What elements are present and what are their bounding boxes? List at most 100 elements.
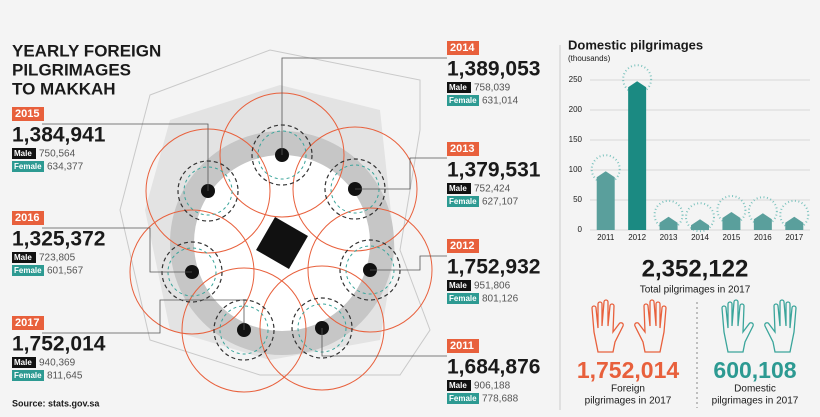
male-value: 940,369 xyxy=(39,358,76,369)
year: 2015 xyxy=(15,108,39,120)
x-tick-label: 2014 xyxy=(691,233,709,242)
female-label: Female xyxy=(449,394,477,403)
female-value: 631,014 xyxy=(482,96,519,107)
bar xyxy=(753,213,772,230)
male-badge xyxy=(12,252,36,263)
male-badge xyxy=(447,380,471,391)
hands-icon xyxy=(721,299,797,353)
male-badge xyxy=(447,280,471,291)
year: 2013 xyxy=(450,143,474,155)
x-tick-label: 2011 xyxy=(597,233,615,242)
y-tick-label: 250 xyxy=(569,75,583,84)
female-label: Female xyxy=(449,96,477,105)
title-line: PILGRIMAGES xyxy=(12,60,131,79)
male-badge xyxy=(12,148,36,159)
male-value: 752,424 xyxy=(474,184,511,195)
bar xyxy=(691,219,709,230)
bar xyxy=(628,81,647,230)
source: Source: stats.gov.sa xyxy=(12,398,100,408)
title-line: YEARLY FOREIGN xyxy=(12,41,161,60)
male-badge xyxy=(447,183,471,194)
female-label: Female xyxy=(14,371,42,380)
male-value: 951,806 xyxy=(474,281,511,292)
year-badge xyxy=(447,41,479,55)
female-label: Female xyxy=(14,266,42,275)
bar xyxy=(659,216,678,230)
female-value: 601,567 xyxy=(47,266,84,277)
hands-icon xyxy=(591,299,667,353)
summary: 2,352,122 Total pilgrimages in 2017 1,75… xyxy=(577,255,799,408)
female-label: Female xyxy=(449,294,477,303)
foreign-label: pilgrimages in 2017 xyxy=(585,396,672,407)
female-label: Female xyxy=(14,162,42,171)
female-badge xyxy=(12,370,44,381)
x-tick-label: 2016 xyxy=(754,233,772,242)
center-graphic xyxy=(42,49,447,393)
foreign-label: Foreign xyxy=(611,384,645,395)
female-badge xyxy=(447,196,479,207)
year-total: 1,325,372 xyxy=(12,228,105,251)
x-tick-label: 2017 xyxy=(785,233,803,242)
domestic-label: pilgrimages in 2017 xyxy=(712,396,799,407)
year: 2012 xyxy=(450,240,474,252)
year-badge xyxy=(447,142,479,156)
y-tick-label: 0 xyxy=(578,225,583,234)
year-total: 1,752,014 xyxy=(12,333,106,356)
bar xyxy=(722,212,741,230)
y-tick-label: 200 xyxy=(569,105,583,114)
y-tick-label: 150 xyxy=(569,135,583,144)
y-tick-label: 50 xyxy=(573,195,582,204)
year-total: 1,389,053 xyxy=(447,58,540,81)
male-label: Male xyxy=(449,381,467,390)
male-label: Male xyxy=(14,149,32,158)
foreign-total: 1,752,014 xyxy=(577,357,680,383)
male-label: Male xyxy=(449,184,467,193)
x-tick-label: 2015 xyxy=(723,233,741,242)
female-value: 778,688 xyxy=(482,394,519,405)
female-badge xyxy=(447,95,479,106)
year-badge xyxy=(447,339,479,353)
year: 2011 xyxy=(450,340,474,352)
female-label: Female xyxy=(449,197,477,206)
bar xyxy=(596,171,615,230)
female-badge xyxy=(12,161,44,172)
male-label: Male xyxy=(449,281,467,290)
year: 2014 xyxy=(450,42,475,54)
chart-title: Domestic pilgrimages xyxy=(568,37,703,52)
male-label: Male xyxy=(449,83,467,92)
female-badge xyxy=(447,293,479,304)
domestic-total: 600,108 xyxy=(713,357,796,383)
title-line: TO MAKKAH xyxy=(12,79,116,98)
x-tick-label: 2012 xyxy=(628,233,646,242)
male-badge xyxy=(447,82,471,93)
male-label: Male xyxy=(14,253,32,262)
total: 2,352,122 xyxy=(642,255,749,282)
year-total: 1,384,941 xyxy=(12,124,106,147)
year-badge xyxy=(12,107,44,121)
y-tick-label: 100 xyxy=(569,165,583,174)
burst xyxy=(685,202,715,233)
bar xyxy=(785,216,804,230)
female-value: 801,126 xyxy=(482,294,519,305)
female-value: 627,107 xyxy=(482,197,519,208)
male-value: 758,039 xyxy=(474,83,511,94)
chart-subtitle: (thousands) xyxy=(568,54,611,63)
year-total: 1,684,876 xyxy=(447,356,540,379)
female-value: 811,645 xyxy=(47,371,83,382)
total-label: Total pilgrimages in 2017 xyxy=(640,285,751,296)
male-badge xyxy=(12,357,36,368)
domestic-label: Domestic xyxy=(734,384,776,395)
female-badge xyxy=(12,265,44,276)
year-total: 1,379,531 xyxy=(447,159,541,182)
female-value: 634,377 xyxy=(47,162,84,173)
year: 2017 xyxy=(15,317,39,329)
year-badge xyxy=(12,316,44,330)
male-value: 750,564 xyxy=(39,149,76,160)
year-total: 1,752,932 xyxy=(447,256,540,279)
title-block: YEARLY FOREIGN PILGRIMAGES TO MAKKAH xyxy=(12,41,161,98)
year: 2016 xyxy=(15,212,39,224)
year-badge xyxy=(12,211,44,225)
year-badge xyxy=(447,239,479,253)
female-badge xyxy=(447,393,479,404)
